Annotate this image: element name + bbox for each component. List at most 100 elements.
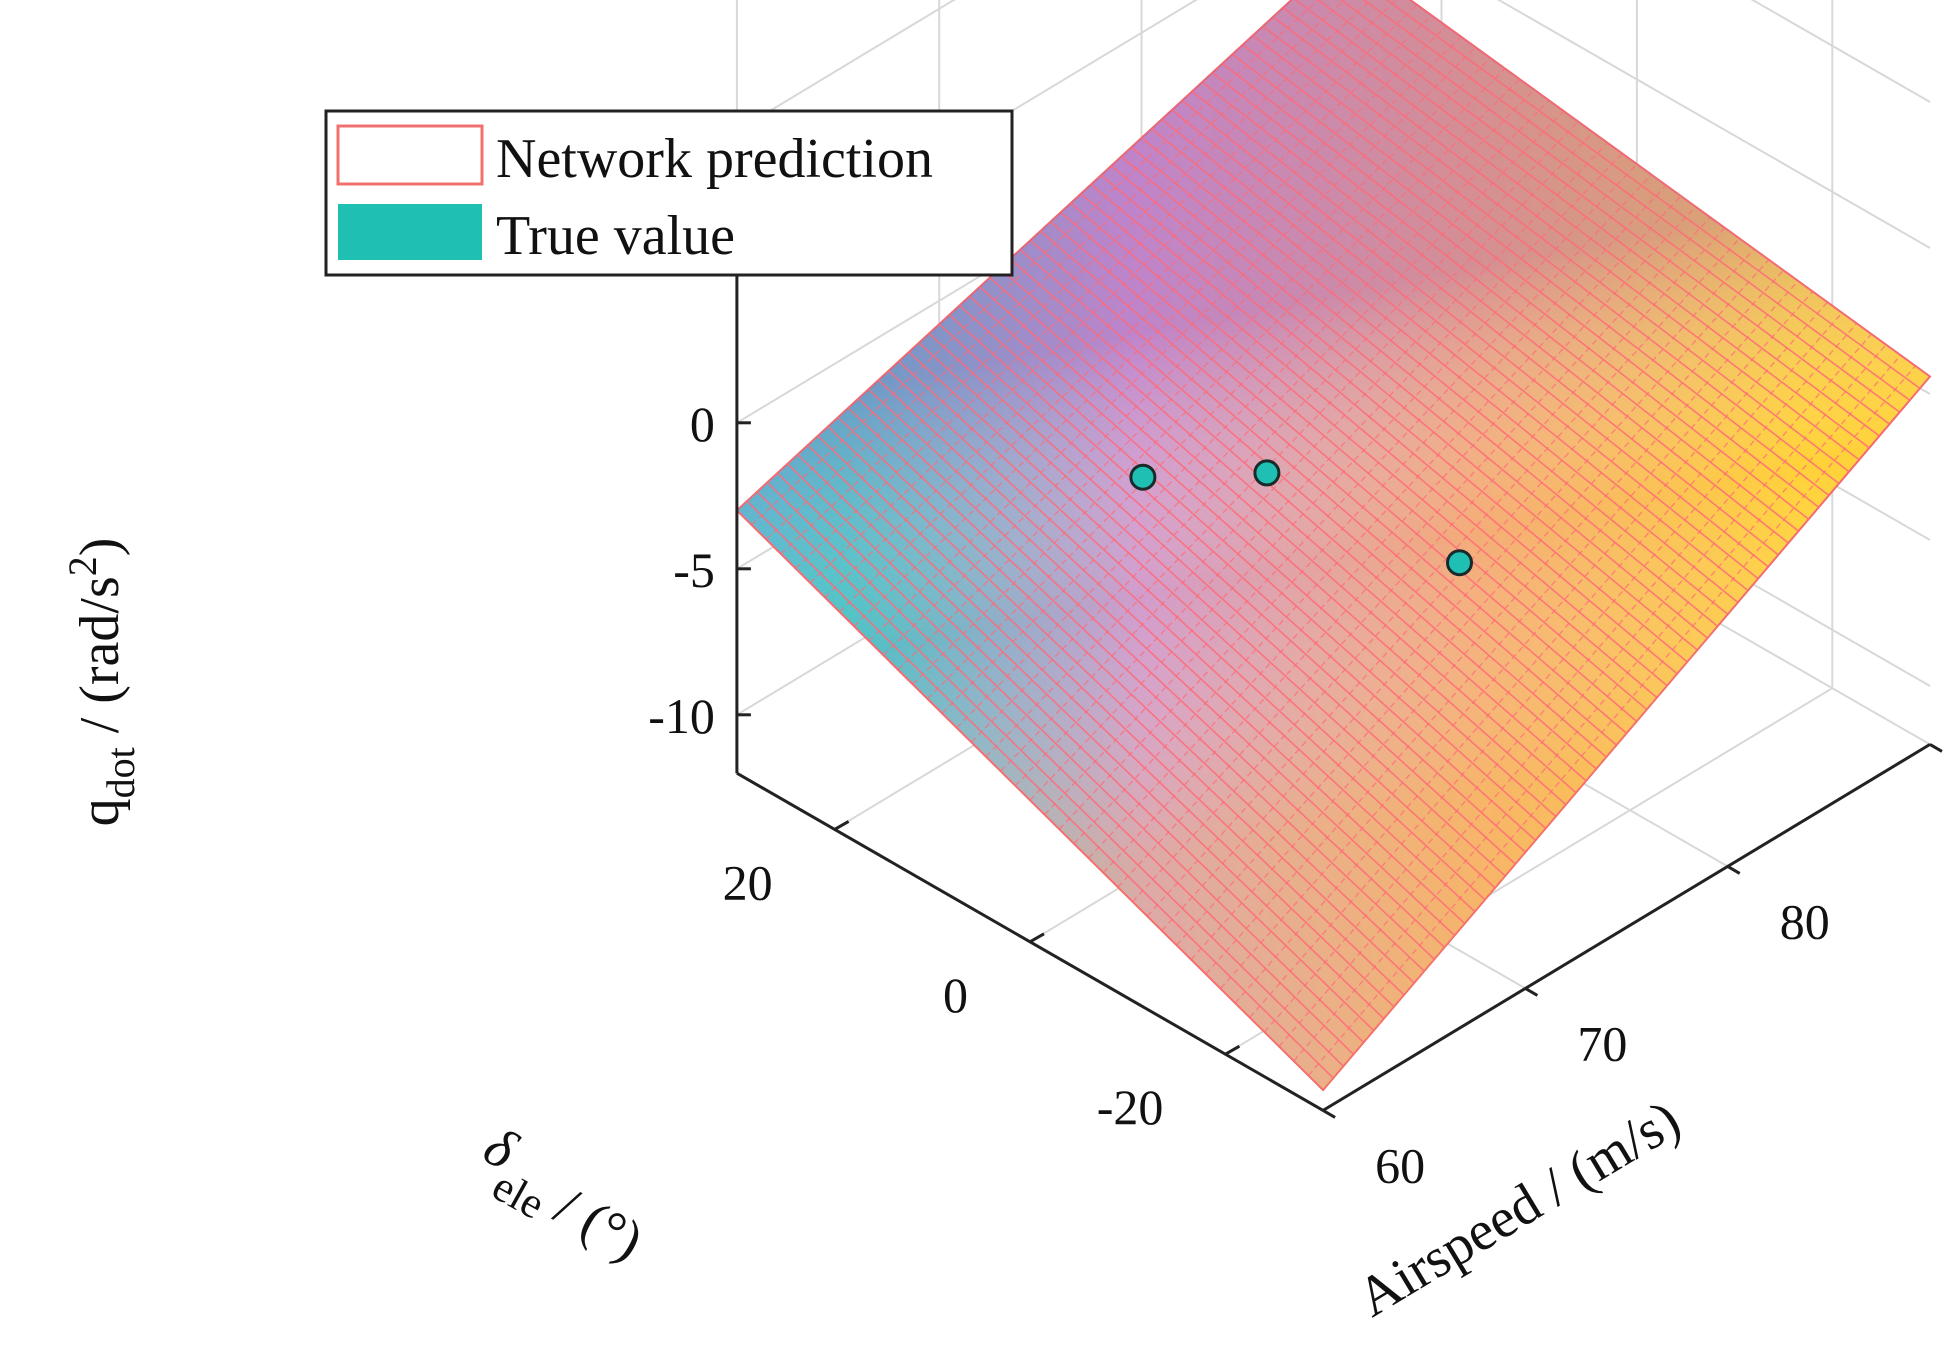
legend-label-true-value: True value bbox=[496, 205, 735, 267]
mesh-line-airspeed bbox=[1211, 72, 1799, 532]
mesh-line-delta bbox=[838, 25, 1447, 613]
mesh-line-delta bbox=[926, 89, 1535, 700]
mesh-line-airspeed bbox=[1191, 90, 1779, 556]
mesh-line-airspeed bbox=[908, 351, 1496, 889]
x-tick-label: 60 bbox=[1375, 1137, 1425, 1193]
mesh-line-delta bbox=[1029, 163, 1638, 801]
y-tick bbox=[833, 820, 850, 831]
mesh-line-delta bbox=[1322, 376, 1930, 1091]
z-axis-label: qdot / (rad/s2) bbox=[60, 538, 143, 827]
mesh-line-delta bbox=[1278, 344, 1887, 1047]
y-tick-label: 0 bbox=[943, 967, 968, 1023]
legend-swatch-network-prediction bbox=[336, 124, 484, 186]
grid-line-back-z bbox=[736, 0, 956, 132]
x-tick-label: 80 bbox=[1780, 893, 1830, 949]
mesh-line-delta bbox=[751, 0, 1359, 526]
mesh-line-delta bbox=[1263, 333, 1872, 1033]
mesh-line-delta bbox=[985, 131, 1594, 758]
z-axis-label-sup: 2 bbox=[60, 556, 105, 576]
true-value-point bbox=[1129, 463, 1157, 491]
mesh-line-delta bbox=[1044, 174, 1653, 816]
true-value-point bbox=[1253, 459, 1281, 487]
y-tick-label: -20 bbox=[1097, 1079, 1164, 1135]
mesh-line-delta bbox=[765, 0, 1374, 540]
mesh-line-delta bbox=[1293, 354, 1902, 1062]
mesh-line-airspeed bbox=[776, 472, 1365, 1043]
mesh-line-delta bbox=[868, 46, 1477, 642]
mesh-line-delta bbox=[941, 99, 1550, 714]
mesh-line-delta bbox=[780, 0, 1389, 555]
surface-shade bbox=[736, 0, 1930, 1090]
mesh-line-airspeed bbox=[1080, 193, 1668, 687]
true-value-points-over bbox=[1129, 459, 1473, 577]
mesh-line-airspeed bbox=[1272, 16, 1860, 461]
network-prediction-surface bbox=[735, 0, 1932, 1092]
x-tick bbox=[1322, 1109, 1336, 1119]
z-tick-label: 0 bbox=[690, 396, 715, 452]
mesh-line-airspeed bbox=[1140, 137, 1729, 615]
mesh-line-delta bbox=[1161, 259, 1770, 932]
mesh-line-airspeed bbox=[1060, 211, 1648, 711]
mesh-line-airspeed bbox=[817, 435, 1405, 996]
z-axis-label-close: ) bbox=[69, 538, 131, 557]
grid-line-side-z bbox=[1496, 0, 1931, 249]
legend-swatch-true-value bbox=[338, 204, 482, 260]
mesh-line-delta bbox=[956, 110, 1565, 729]
z-tick-label: -10 bbox=[648, 688, 715, 744]
mesh-line-airspeed bbox=[948, 314, 1537, 841]
x-axis-line bbox=[1322, 743, 1931, 1112]
mesh-line-delta bbox=[1102, 216, 1711, 874]
mesh-line-delta bbox=[1014, 152, 1623, 787]
mesh-line-delta bbox=[824, 14, 1433, 598]
mesh-line-airspeed bbox=[756, 491, 1344, 1067]
mesh-line-delta bbox=[1234, 312, 1843, 1004]
mesh-line-airspeed bbox=[989, 276, 1577, 794]
mesh-line-airspeed bbox=[1252, 34, 1840, 485]
mesh-line-airspeed bbox=[797, 453, 1385, 1020]
grid-line-side-z bbox=[1750, 0, 1931, 103]
y-axis-label: δele / (°) bbox=[462, 1115, 662, 1279]
ticks: 0-5-10-2002060708090 bbox=[648, 396, 1943, 1193]
mesh-line-delta bbox=[1073, 195, 1682, 845]
x-tick bbox=[1524, 987, 1539, 997]
z-axis-label-units: / (rad/s bbox=[69, 576, 131, 747]
y-tick-label: 20 bbox=[723, 854, 773, 910]
mesh-line-airspeed bbox=[837, 416, 1425, 972]
mesh-line-airspeed bbox=[1323, 0, 1911, 401]
mesh-line-delta bbox=[1176, 269, 1784, 946]
mesh-line-delta bbox=[970, 121, 1579, 743]
mesh-line-delta bbox=[1249, 322, 1858, 1018]
z-axis-label-sub: dot bbox=[98, 747, 143, 798]
y-tick bbox=[1224, 1044, 1241, 1056]
mesh-line-delta bbox=[1088, 206, 1697, 859]
mesh-line-airspeed bbox=[1120, 155, 1708, 639]
mesh-line-delta bbox=[1205, 291, 1814, 975]
mesh-line-delta bbox=[1000, 142, 1609, 772]
legend-label-network-prediction: Network prediction bbox=[496, 128, 933, 190]
z-tick-label: -5 bbox=[673, 542, 715, 598]
mesh-line-airspeed bbox=[1232, 53, 1820, 508]
mesh-line-delta bbox=[1058, 184, 1667, 830]
mesh-line-airspeed bbox=[928, 332, 1516, 865]
mesh-line-delta bbox=[1307, 365, 1916, 1076]
legend: Network prediction True value bbox=[324, 109, 1014, 277]
x-tick bbox=[1726, 865, 1741, 875]
x-tick-label: 70 bbox=[1577, 1015, 1627, 1071]
mesh-line-delta bbox=[897, 68, 1506, 671]
x-axis-label: Airspeed / (m/s) bbox=[1347, 1089, 1691, 1330]
true-value-point bbox=[1446, 549, 1473, 577]
mesh-line-airspeed bbox=[1039, 230, 1628, 734]
mesh-line-delta bbox=[1219, 301, 1828, 990]
mesh-line-delta bbox=[1190, 280, 1799, 961]
mesh-line-airspeed bbox=[1100, 174, 1688, 663]
mesh-line-delta bbox=[882, 57, 1491, 656]
y-tick bbox=[1029, 932, 1045, 944]
mesh-line-delta bbox=[912, 78, 1521, 685]
mesh-line-airspeed bbox=[888, 370, 1476, 913]
mesh-line-delta bbox=[1146, 248, 1755, 917]
mesh-line-airspeed bbox=[969, 295, 1557, 818]
mesh-line-delta bbox=[853, 36, 1462, 627]
x-tick bbox=[1929, 743, 1943, 753]
